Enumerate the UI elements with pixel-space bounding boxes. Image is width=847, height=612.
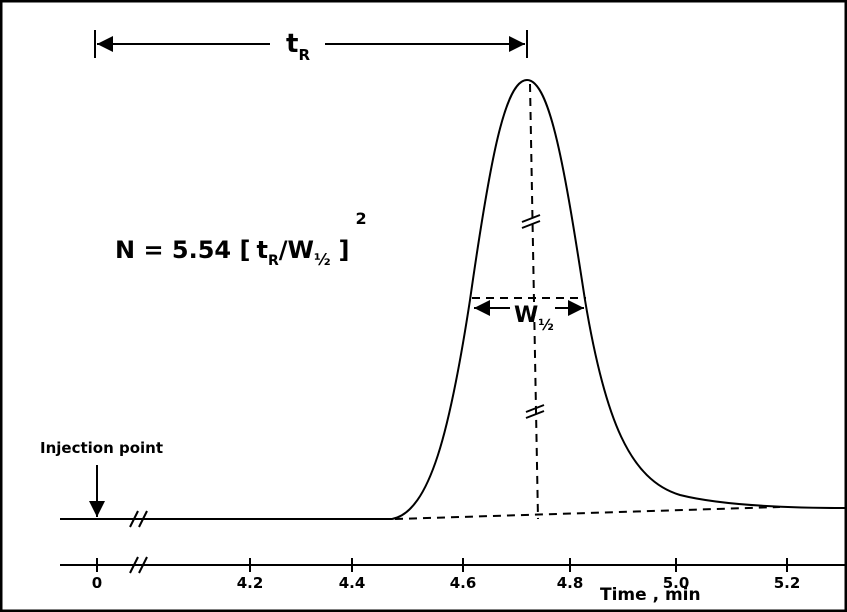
tick-label: 4.6 [450,574,477,592]
tick-label: 5.2 [774,574,801,592]
formula-slash: / [279,236,288,264]
tr-sub: R [298,46,310,64]
tr-label: tR [286,29,310,64]
break-tick [525,410,545,419]
tick-label: 4.8 [557,574,584,592]
tick-label: 4.2 [237,574,264,592]
break-tick [525,404,545,413]
formula-close: ] [339,236,350,264]
w-symbol: W [514,303,538,328]
axis-break [138,556,148,574]
formula-exponent: 2 [356,209,367,228]
tick-label: 5.0 [663,574,690,592]
half-width-label: W½ [514,303,554,334]
baseline-break [129,510,139,528]
peak-curve [60,78,847,520]
formula-lhs: N = 5.54 [ [115,236,250,264]
tick-label: 4.4 [339,574,366,592]
axis-break [129,556,139,574]
tick-label: 0 [92,574,102,592]
peak-center-line [529,83,539,520]
formula: N = 5.54 [tR/W½] 2 [115,209,367,269]
formula-t: t [256,236,267,264]
break-tick [521,220,541,229]
injection-label: Injection point [40,439,163,457]
formula-w-sub: ½ [314,250,331,269]
tr-symbol: t [286,29,298,59]
break-tick [521,214,541,223]
w-sub: ½ [538,316,554,334]
axis-title: Time , min [600,585,701,605]
baseline-break [138,510,148,528]
formula-t-sub: R [268,253,279,269]
formula-w: W [287,236,313,264]
